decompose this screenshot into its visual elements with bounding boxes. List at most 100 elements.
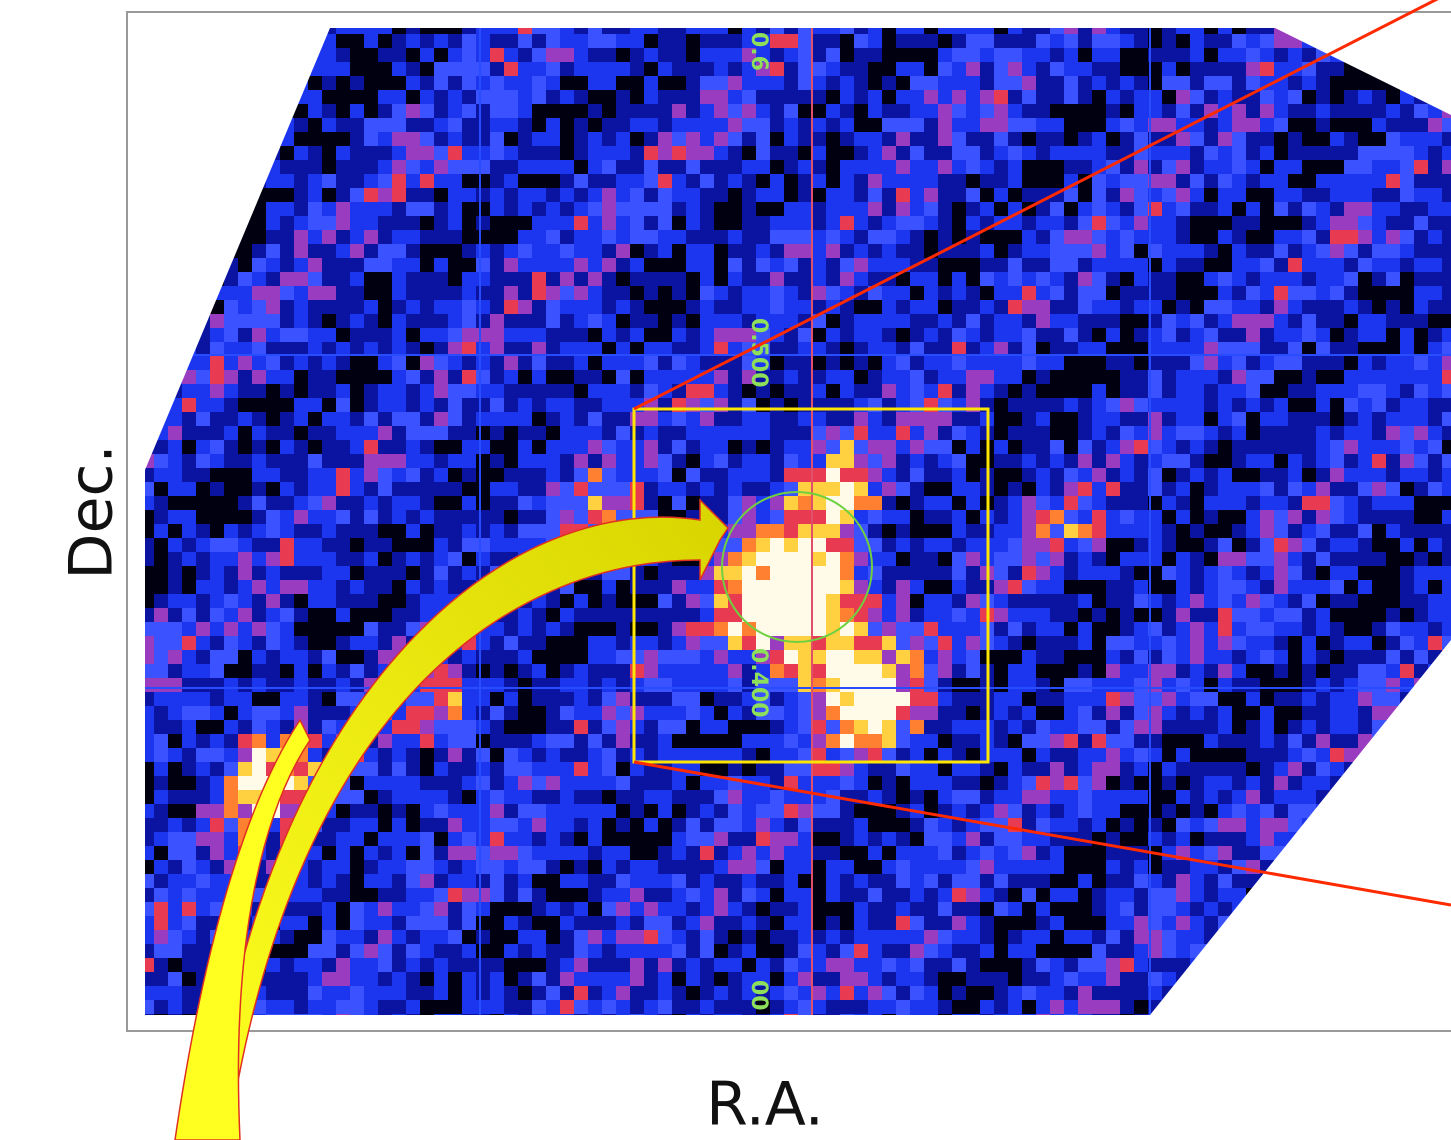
pixel — [448, 370, 462, 384]
pixel — [364, 552, 378, 566]
pixel — [574, 132, 588, 146]
pixel — [742, 580, 756, 594]
pixel — [462, 440, 476, 454]
pixel — [154, 34, 168, 48]
pixel — [546, 524, 560, 538]
pixel — [308, 160, 322, 174]
pixel — [826, 160, 840, 174]
pixel — [434, 510, 448, 524]
pixel — [238, 636, 252, 650]
pixel — [1078, 104, 1092, 118]
pixel — [784, 300, 798, 314]
pixel — [966, 258, 980, 272]
pixel — [910, 342, 924, 356]
pixel — [1246, 342, 1260, 356]
pixel — [602, 34, 616, 48]
pixel — [308, 650, 322, 664]
pixel — [742, 454, 756, 468]
pixel — [406, 202, 420, 216]
pixel — [294, 384, 308, 398]
pixel — [140, 202, 154, 216]
pixel — [602, 20, 616, 34]
pixel — [1302, 468, 1316, 482]
pixel — [462, 412, 476, 426]
pixel — [182, 314, 196, 328]
pixel — [980, 258, 994, 272]
pixel — [1330, 440, 1344, 454]
pixel — [1274, 594, 1288, 608]
pixel — [1106, 692, 1120, 706]
pixel — [1414, 566, 1428, 580]
pixel — [812, 692, 826, 706]
pixel — [1162, 370, 1176, 384]
pixel — [1274, 706, 1288, 720]
pixel — [392, 426, 406, 440]
pixel — [602, 748, 616, 762]
pixel — [952, 314, 966, 328]
pixel — [336, 622, 350, 636]
pixel — [868, 370, 882, 384]
pixel — [728, 538, 742, 552]
pixel — [798, 90, 812, 104]
pixel — [1162, 608, 1176, 622]
pixel — [1358, 426, 1372, 440]
pixel — [994, 636, 1008, 650]
pixel — [1344, 244, 1358, 258]
pixel — [210, 482, 224, 496]
pixel — [882, 160, 896, 174]
pixel — [1372, 90, 1386, 104]
pixel — [350, 90, 364, 104]
pixel — [826, 314, 840, 328]
pixel — [1022, 76, 1036, 90]
pixel — [448, 398, 462, 412]
pixel — [1330, 90, 1344, 104]
pixel — [294, 440, 308, 454]
pixel — [1372, 636, 1386, 650]
pixel — [882, 496, 896, 510]
pixel — [448, 202, 462, 216]
pixel — [1008, 160, 1022, 174]
pixel — [336, 510, 350, 524]
pixel — [1428, 384, 1442, 398]
pixel — [182, 412, 196, 426]
pixel — [700, 160, 714, 174]
pixel — [322, 146, 336, 160]
pixel — [504, 188, 518, 202]
pixel — [1218, 258, 1232, 272]
pixel — [196, 160, 210, 174]
pixel — [574, 384, 588, 398]
pixel — [938, 174, 952, 188]
pixel — [1092, 328, 1106, 342]
pixel — [490, 118, 504, 132]
pixel — [994, 398, 1008, 412]
pixel — [924, 426, 938, 440]
pixel — [896, 454, 910, 468]
pixel — [756, 566, 770, 580]
pixel — [1428, 328, 1442, 342]
pixel — [1246, 104, 1260, 118]
pixel — [322, 118, 336, 132]
pixel — [392, 566, 406, 580]
pixel — [168, 356, 182, 370]
pixel — [854, 440, 868, 454]
pixel — [392, 748, 406, 762]
pixel — [280, 482, 294, 496]
pixel — [1008, 510, 1022, 524]
pixel — [266, 636, 280, 650]
pixel — [658, 48, 672, 62]
pixel — [630, 48, 644, 62]
pixel — [1176, 552, 1190, 566]
pixel — [154, 468, 168, 482]
pixel — [658, 370, 672, 384]
pixel — [770, 174, 784, 188]
pixel — [1232, 286, 1246, 300]
pixel — [476, 132, 490, 146]
pixel — [504, 440, 518, 454]
pixel — [196, 594, 210, 608]
pixel — [826, 706, 840, 720]
pixel — [252, 76, 266, 90]
pixel — [1442, 454, 1451, 468]
pixel — [1050, 384, 1064, 398]
pixel — [854, 20, 868, 34]
pixel — [1414, 692, 1428, 706]
